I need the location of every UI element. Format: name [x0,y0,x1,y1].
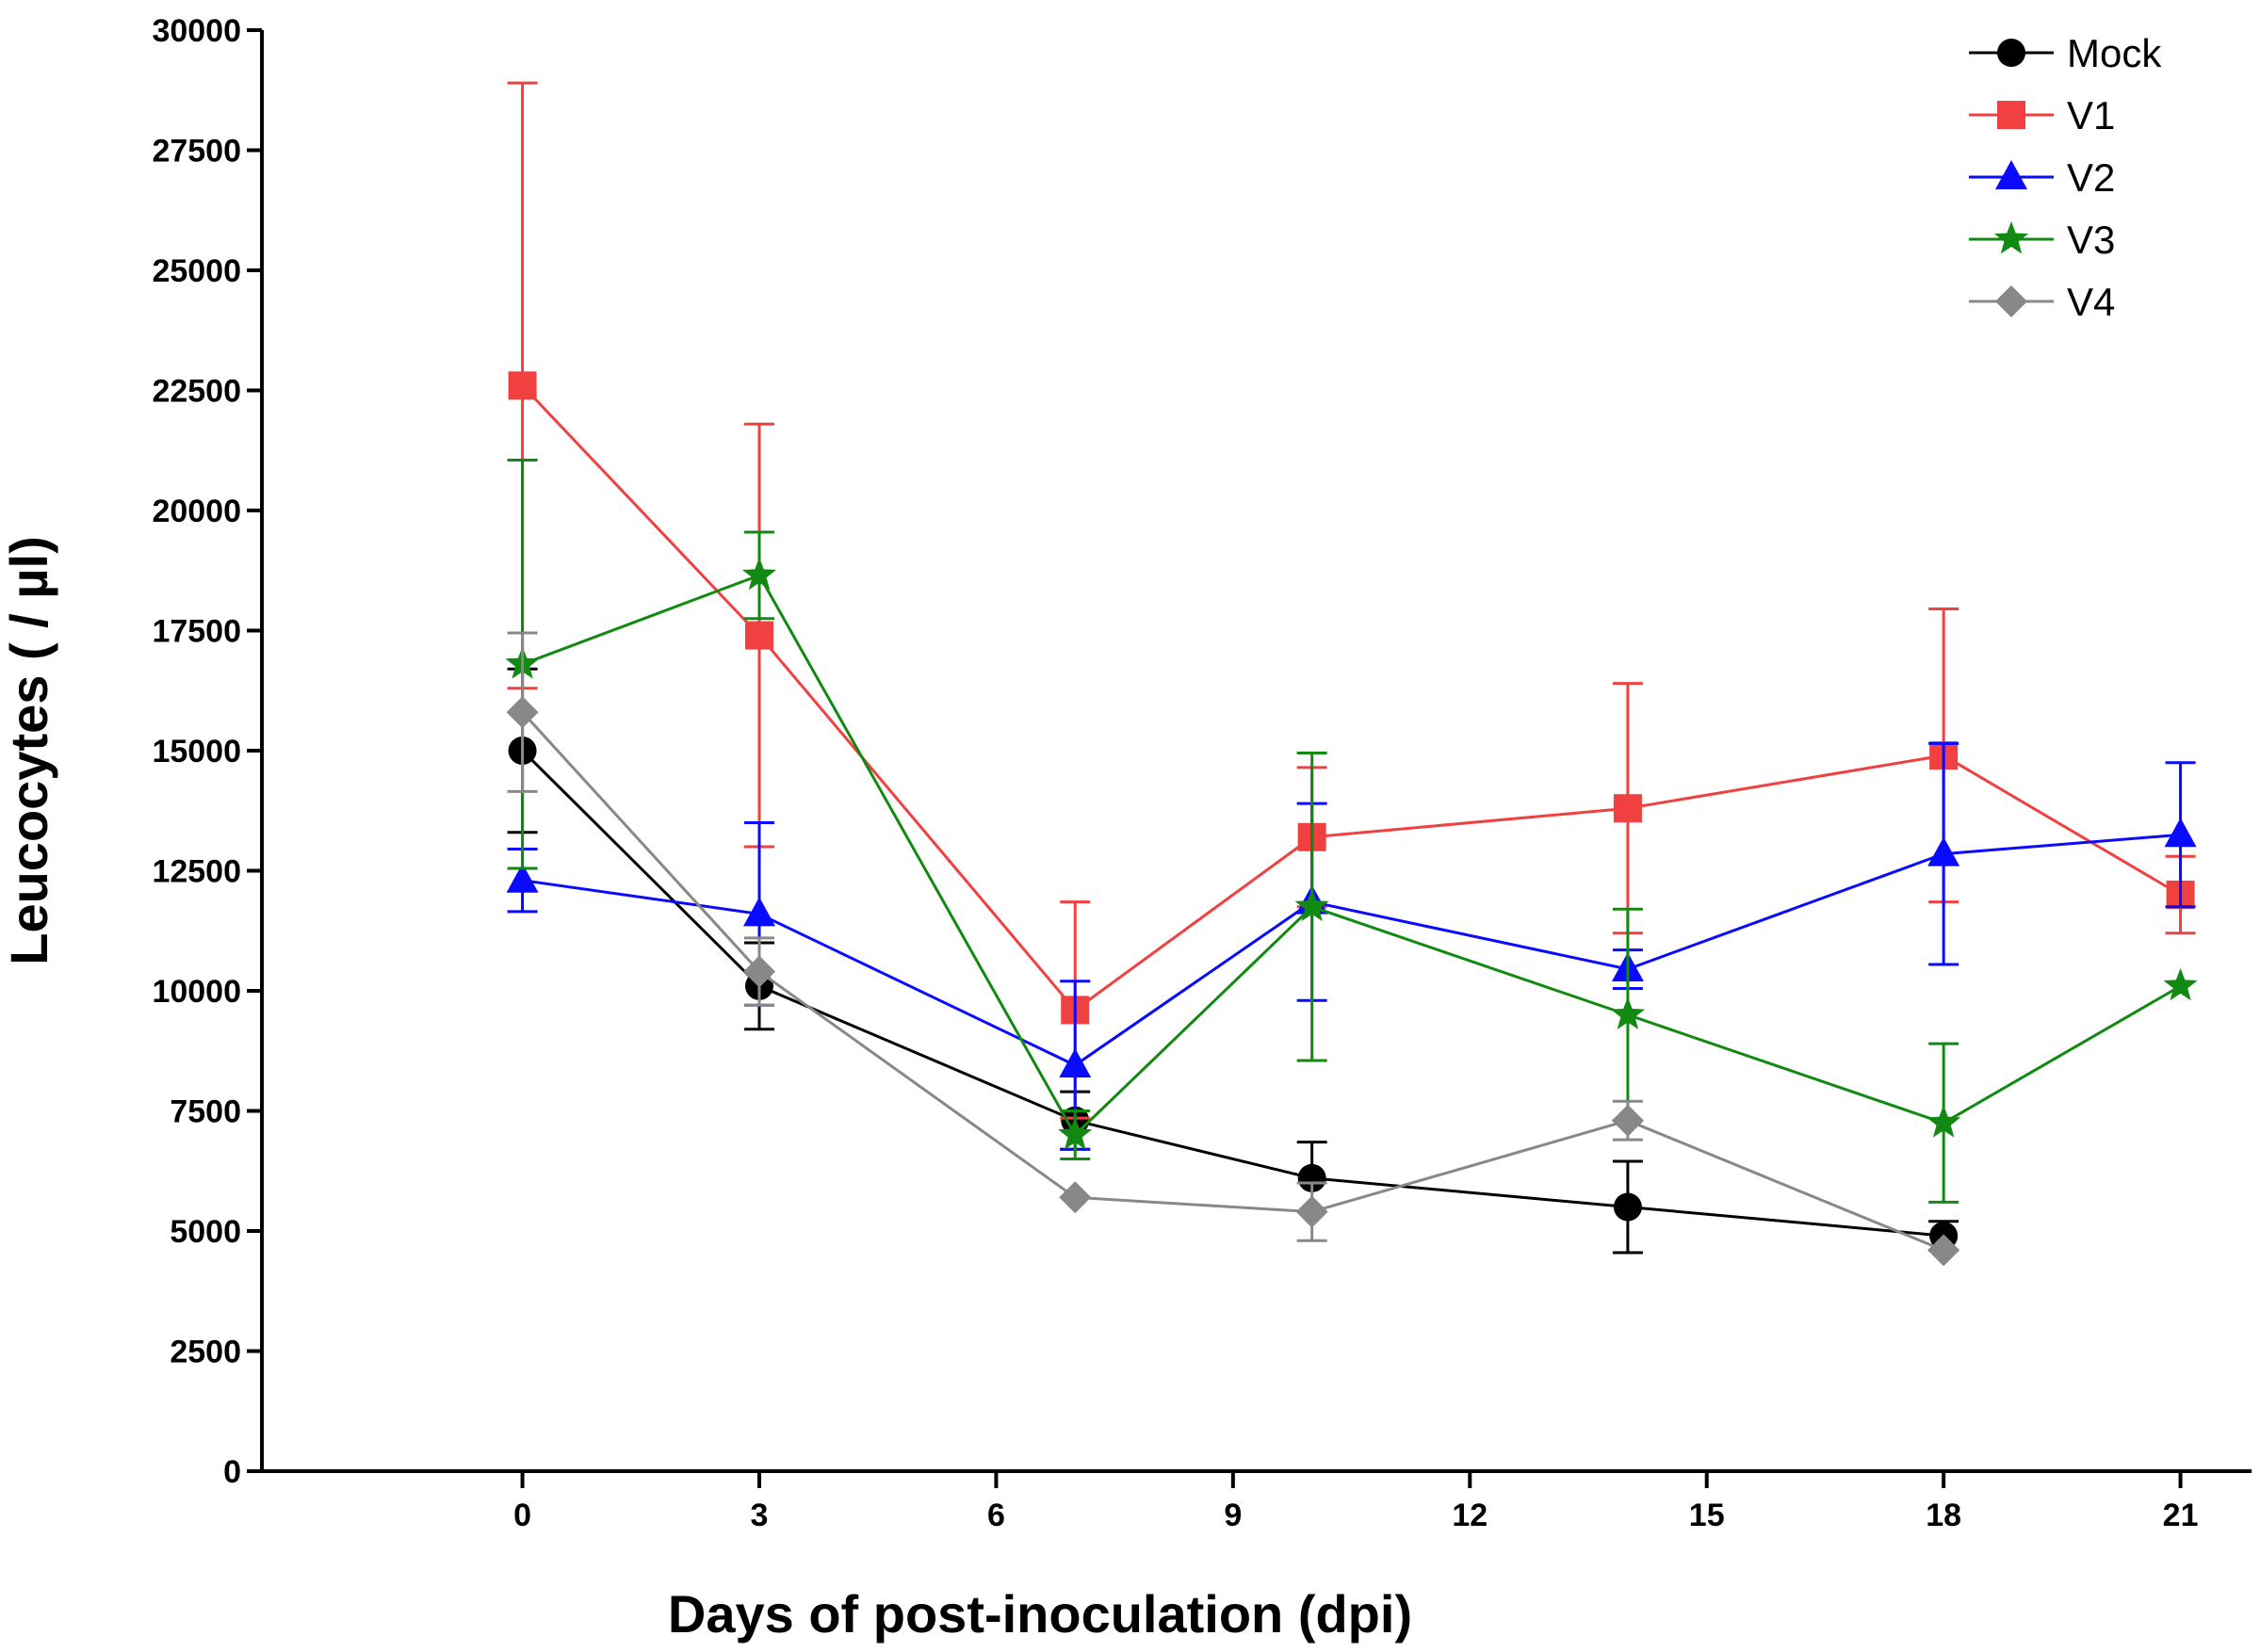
series-line-v4 [521,711,1944,1252]
legend-marker-v3 [1993,221,2029,254]
y-tick-label: 17500 [152,614,241,650]
data-point-v3 [1927,1105,1961,1138]
data-point-v2 [1059,1048,1092,1078]
data-point-mock [1297,1163,1326,1192]
data-point-v3 [1610,996,1645,1029]
x-tick-label: 12 [1452,1498,1488,1533]
data-point-v2 [743,897,775,927]
legend-label-v1: V1 [2067,93,2115,138]
legend-marker-mock [1997,39,2025,67]
data-point-v1 [508,371,537,400]
x-axis: 0 3 6 9 12 15 18 21 [262,1469,2252,1533]
data-point-v2 [1927,836,1960,866]
y-tick-label: 10000 [152,974,241,1010]
data-point-v4 [1611,1104,1644,1137]
data-point-v3 [1058,1117,1093,1150]
y-tick-label: 15000 [152,734,241,769]
x-tick-label: 3 [751,1498,769,1533]
legend-marker-v1 [1997,101,2025,129]
y-tick-label: 20000 [152,494,241,529]
data-point-v1 [1613,794,1642,823]
data-point-v4 [1059,1181,1092,1214]
x-tick-label: 18 [1926,1498,1961,1533]
y-tick-label: 0 [223,1454,241,1490]
x-tick-label: 15 [1689,1498,1725,1533]
y-axis-title: Leucocytes ( / µl) [0,536,58,965]
legend: Mock V1 V2 V3 V4 [1969,31,2162,324]
data-point-v4 [1927,1234,1960,1267]
data-point-mock [1613,1192,1642,1222]
y-tick-label: 30000 [152,13,241,49]
y-tick-label: 27500 [152,134,241,170]
y-tick-label: 5000 [170,1214,241,1250]
y-axis: 0 2500 5000 7500 10000 12500 15000 17500 20000 22… [152,13,264,1490]
y-tick-label: 2500 [170,1335,241,1370]
legend-marker-v2 [1995,160,2027,189]
data-point-v1 [745,621,773,650]
data-point-v4 [743,955,775,988]
data-point-v3 [1294,888,1329,922]
legend-label-v2: V2 [2067,155,2115,200]
data-point-v4 [1295,1195,1328,1228]
series-line-mock [521,749,1944,1238]
y-tick-label: 25000 [152,253,241,289]
y-tick-label: 22500 [152,374,241,410]
data-point-v3 [741,557,777,591]
y-tick-label: 7500 [170,1094,241,1130]
data-point-v4 [506,696,539,729]
legend-label-v3: V3 [2067,218,2115,262]
data-point-v2 [2164,818,2197,848]
series-layer [505,81,2198,1267]
data-point-v3 [2163,967,2198,1001]
data-point-v2 [506,863,539,893]
legend-label-mock: Mock [2067,31,2162,75]
x-tick-label: 0 [513,1498,531,1533]
legend-label-v4: V4 [2067,280,2115,324]
series-v4 [506,631,1960,1267]
y-tick-label: 12500 [152,854,241,890]
x-tick-label: 9 [1224,1498,1242,1533]
legend-marker-v4 [1995,285,2027,317]
x-tick-label: 6 [987,1498,1005,1533]
x-tick-label: 21 [2163,1498,2199,1533]
x-axis-title: Days of post-inoculation (dpi) [668,1584,1412,1644]
